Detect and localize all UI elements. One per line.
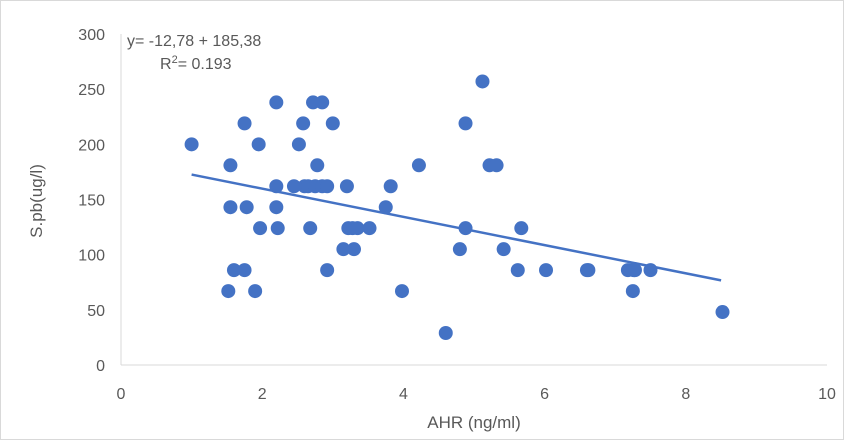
y-tick-label: 300 bbox=[78, 27, 105, 44]
r-squared-prefix: R bbox=[160, 56, 172, 73]
scatter-point bbox=[253, 221, 268, 236]
y-tick-label: 50 bbox=[87, 303, 105, 320]
x-axis-label: AHR (ng/ml) bbox=[427, 413, 521, 432]
scatter-point bbox=[310, 158, 325, 173]
y-tick-label: 100 bbox=[78, 248, 105, 265]
scatter-point bbox=[223, 200, 238, 215]
scatter-point bbox=[514, 221, 529, 236]
scatter-point bbox=[452, 242, 467, 257]
scatter-point bbox=[625, 284, 640, 299]
scatter-point bbox=[320, 179, 335, 194]
scatter-point bbox=[325, 116, 340, 131]
scatter-point bbox=[269, 200, 284, 215]
x-tick-label: 10 bbox=[818, 386, 836, 403]
scatter-point bbox=[715, 305, 730, 320]
scatter-point bbox=[320, 263, 335, 278]
scatter-point bbox=[475, 74, 490, 89]
x-tick-label: 8 bbox=[681, 386, 690, 403]
scatter-point bbox=[239, 200, 254, 215]
y-tick-label: 200 bbox=[78, 137, 105, 154]
r-squared-superscript: 2 bbox=[172, 54, 178, 66]
scatter-point bbox=[296, 116, 311, 131]
x-tick-label: 4 bbox=[399, 386, 408, 403]
scatter-point bbox=[339, 179, 354, 194]
scatter-point bbox=[581, 263, 596, 278]
scatter-point bbox=[411, 158, 426, 173]
r-squared-label: R2= 0.193 bbox=[160, 54, 232, 73]
trendline bbox=[191, 173, 722, 282]
scatter-point bbox=[269, 95, 284, 110]
x-tick-label: 6 bbox=[540, 386, 549, 403]
scatter-point bbox=[286, 179, 301, 194]
scatter-point bbox=[510, 263, 525, 278]
scatter-point bbox=[184, 137, 199, 152]
scatter-point bbox=[291, 137, 306, 152]
scatter-point bbox=[383, 179, 398, 194]
x-tick-label: 0 bbox=[117, 386, 126, 403]
scatter-point bbox=[248, 284, 263, 299]
y-tick-label: 150 bbox=[78, 193, 105, 210]
scatter-point bbox=[458, 116, 473, 131]
scatter-point bbox=[346, 242, 361, 257]
scatter-point bbox=[438, 326, 453, 341]
scatter-point bbox=[489, 158, 504, 173]
trendline-layer bbox=[191, 173, 722, 282]
x-tick-label: 2 bbox=[258, 386, 267, 403]
trend-equation: y= -12,78 + 185,38 bbox=[127, 33, 261, 50]
scatter-point bbox=[496, 242, 511, 257]
scatter-point bbox=[350, 221, 365, 236]
scatter-point bbox=[221, 284, 236, 299]
r-squared-value: = 0.193 bbox=[178, 56, 232, 73]
y-tick-label: 0 bbox=[96, 358, 105, 375]
y-axis-label: S.pb(ug/l) bbox=[27, 164, 46, 238]
scatter-point bbox=[336, 242, 351, 257]
scatter-point bbox=[315, 95, 330, 110]
y-tick-label: 250 bbox=[78, 82, 105, 99]
scatter-point bbox=[251, 137, 266, 152]
scatter-point bbox=[226, 263, 241, 278]
scatter-point bbox=[237, 116, 252, 131]
scatter-point bbox=[627, 263, 642, 278]
scatter-point bbox=[539, 263, 554, 278]
data-points bbox=[184, 74, 730, 341]
scatter-point bbox=[270, 221, 285, 236]
scatter-point bbox=[237, 263, 252, 278]
axes-layer bbox=[120, 34, 827, 366]
scatter-point bbox=[394, 284, 409, 299]
scatter-point bbox=[378, 200, 393, 215]
scatter-point bbox=[223, 158, 238, 173]
scatter-point bbox=[303, 221, 318, 236]
scatter-point bbox=[362, 221, 377, 236]
